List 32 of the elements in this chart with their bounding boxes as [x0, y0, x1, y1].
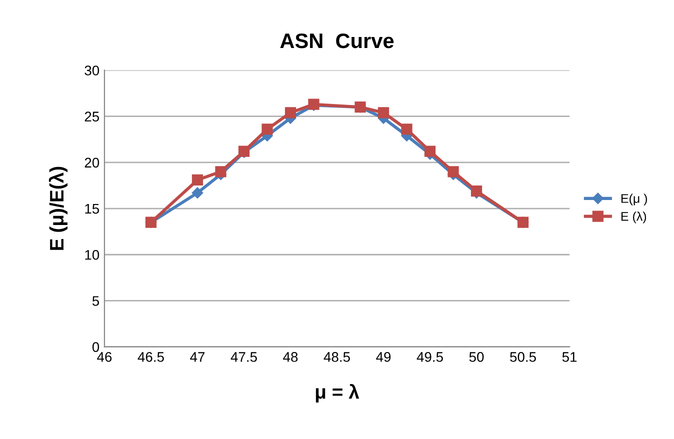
y-tick-label: 0: [92, 342, 100, 352]
x-tick-label: 48: [283, 352, 298, 362]
x-tick-label: 50.5: [510, 352, 536, 362]
x-tick-label: 46: [97, 352, 112, 362]
y-tick-label: 25: [84, 112, 100, 122]
point: [448, 166, 459, 178]
x-tick-label: 49.5: [416, 352, 443, 362]
point: [192, 187, 204, 198]
point: [378, 107, 390, 118]
point: [424, 146, 436, 157]
y-tick-label: 10: [85, 250, 100, 260]
x-tick-label: 50: [469, 352, 484, 362]
y-tick-label: 30: [84, 66, 100, 76]
x-tick-label: 46.5: [138, 352, 164, 362]
x-axis-title: μ = λ: [316, 384, 360, 403]
point: [262, 124, 273, 135]
y-tick-label: 5: [92, 296, 100, 306]
y-tick-label: 20: [84, 158, 100, 168]
x-tick-label: 47: [190, 352, 205, 362]
x-tick-label: 48.5: [324, 352, 350, 362]
y-tick-label: 15: [85, 204, 100, 214]
x-tick-label: 49: [376, 352, 391, 362]
legend-label: E (λ): [621, 212, 646, 224]
legend-label: E(μ ): [621, 194, 647, 206]
point: [401, 124, 412, 135]
y-axis-title: E (μ)/E(λ): [48, 166, 68, 250]
point: [192, 174, 204, 186]
x-tick-label: 51: [562, 352, 577, 362]
point: [215, 166, 226, 178]
x-tick-label: 47.5: [230, 352, 257, 362]
chart-title: ASN Curve: [280, 33, 394, 48]
point: [284, 107, 296, 118]
